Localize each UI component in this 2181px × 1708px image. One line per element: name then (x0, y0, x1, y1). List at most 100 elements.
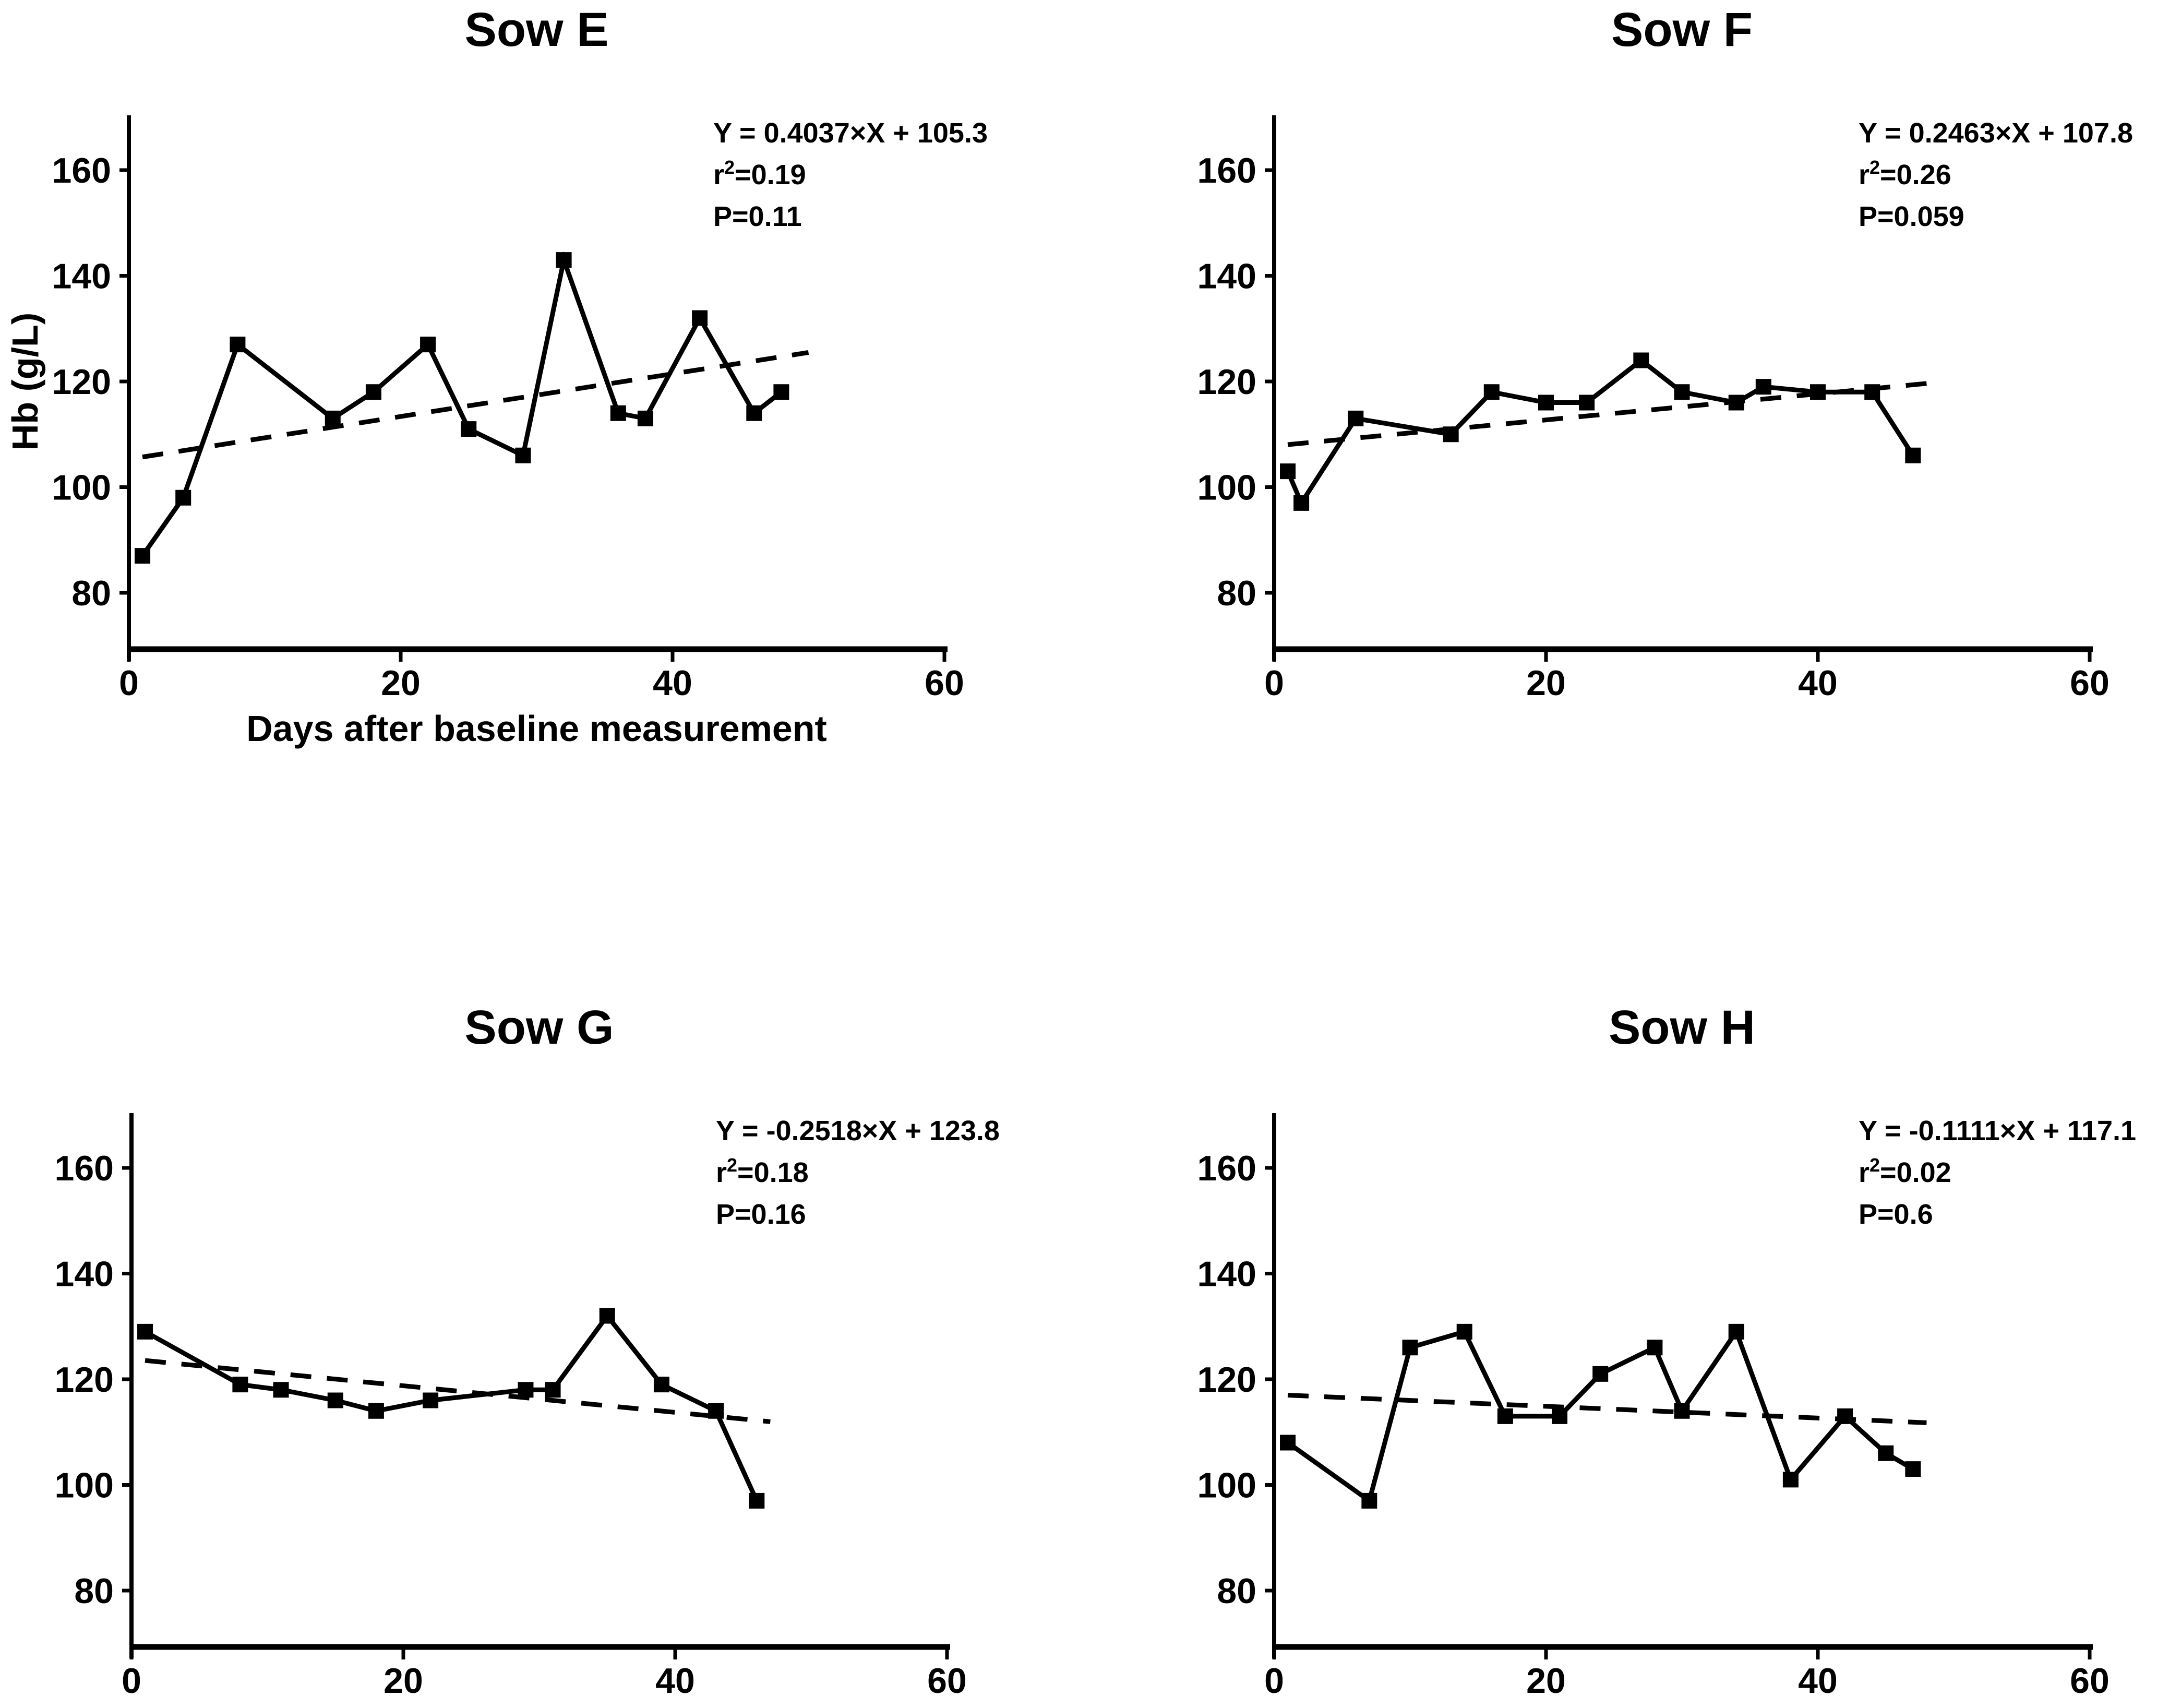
x-tick-label: 40 (1798, 1661, 1838, 1701)
regression-equation: Y = 0.2463×X + 107.8 (1859, 117, 2133, 149)
chart-sow-g: Sow G Y = -0.2518×X + 123.8 r2=0.18 P=0.16 8… (55, 1001, 1000, 1701)
p-value: P=0.059 (1859, 201, 1964, 232)
data-point-marker (1755, 379, 1771, 395)
x-axis-title: Days after baseline measurement (246, 708, 827, 749)
y-tick-label: 160 (1197, 151, 1256, 190)
data-point-marker (637, 410, 653, 426)
data-point-marker (1728, 395, 1744, 411)
x-tick-label: 60 (2070, 663, 2110, 703)
data-point-marker (1905, 1461, 1921, 1477)
data-point-marker (1361, 1492, 1377, 1509)
x-tick-label: 0 (119, 663, 139, 703)
y-axis-title: Hb (g/L) (5, 313, 45, 450)
panel-sow-g: Sow G Y = -0.2518×X + 123.8 r2=0.18 P=0.16 8… (0, 857, 1090, 1708)
data-point-marker (515, 447, 531, 463)
panel-sow-f: Sow F Y = 0.2463×X + 107.8 r2=0.26 P=0.059 8… (1090, 0, 2181, 851)
r-squared-value: r2=0.18 (716, 1154, 809, 1188)
data-point-marker (1483, 384, 1500, 400)
chart-title: Sow H (1609, 1001, 1755, 1054)
data-point-marker (1633, 352, 1649, 368)
data-point-marker (1293, 495, 1310, 511)
x-tick-label: 0 (122, 1661, 141, 1701)
x-tick-label: 60 (2070, 1661, 2110, 1701)
r-squared-value: r2=0.26 (1859, 157, 1951, 190)
data-point-marker (137, 1323, 153, 1340)
data-point-marker (232, 1377, 248, 1393)
p-value: P=0.11 (713, 201, 802, 232)
data-point-marker (556, 252, 572, 268)
data-point-marker (1782, 1472, 1799, 1488)
x-tick-label: 40 (653, 663, 692, 703)
chart-title: Sow E (464, 3, 608, 56)
data-point-marker (1348, 410, 1364, 426)
data-point-marker (1497, 1408, 1513, 1424)
data-point-marker (1864, 384, 1880, 400)
data-point-marker (461, 421, 477, 437)
y-tick-label: 100 (55, 1466, 114, 1506)
y-tick-label: 140 (1197, 1255, 1256, 1294)
data-point-marker (653, 1377, 669, 1393)
x-tick-label: 20 (1526, 663, 1566, 703)
data-series-line (1285, 357, 1915, 508)
data-point-marker (746, 405, 762, 421)
data-point-marker (1837, 1408, 1853, 1424)
y-tick-label: 160 (1197, 1149, 1256, 1188)
data-point-marker (325, 410, 341, 426)
y-tick-label: 80 (1217, 1571, 1256, 1611)
data-point-marker (1443, 426, 1459, 443)
data-point-marker (692, 310, 708, 326)
y-tick-label: 160 (55, 1149, 114, 1188)
x-tick-label: 60 (925, 663, 964, 703)
data-point-marker (749, 1492, 765, 1509)
x-tick-label: 60 (927, 1661, 967, 1701)
data-point-marker (420, 337, 436, 353)
x-tick-label: 0 (1264, 1661, 1284, 1701)
regression-equation: Y = -0.2518×X + 123.8 (716, 1115, 1000, 1146)
y-tick-label: 140 (55, 1255, 114, 1294)
y-tick-label: 140 (52, 257, 111, 296)
trend-line (1287, 1392, 1927, 1425)
chart-sow-e: Sow E Y = 0.4037×X + 105.3 r2=0.19 P=0.11 80… (5, 3, 988, 749)
r-squared-value: r2=0.19 (713, 157, 806, 190)
data-point-marker (1674, 1403, 1690, 1419)
data-point-marker (1878, 1445, 1894, 1461)
data-point-marker (518, 1382, 534, 1398)
chart-title: Sow F (1611, 3, 1753, 56)
data-point-marker (1647, 1340, 1663, 1356)
data-series-line (140, 251, 783, 557)
y-tick-label: 120 (55, 1360, 114, 1400)
data-point-marker (1538, 395, 1554, 411)
data-point-marker (230, 337, 246, 353)
data-point-marker (327, 1392, 343, 1408)
trend-line (145, 1358, 771, 1424)
p-value: P=0.6 (1859, 1199, 1933, 1230)
x-tick-label: 20 (384, 1661, 423, 1701)
data-point-marker (365, 384, 381, 400)
data-point-marker (1674, 384, 1690, 400)
data-point-marker (273, 1382, 289, 1398)
x-tick-label: 40 (1798, 663, 1838, 703)
data-point-marker (610, 405, 626, 421)
data-point-marker (708, 1403, 724, 1419)
data-point-marker (545, 1382, 561, 1398)
data-point-marker (599, 1308, 615, 1324)
data-point-marker (1552, 1408, 1568, 1424)
data-point-marker (1456, 1323, 1472, 1340)
data-point-marker (135, 548, 151, 564)
trend-line (142, 350, 809, 460)
data-point-marker (1728, 1323, 1744, 1340)
y-tick-label: 100 (52, 468, 111, 508)
data-point-marker (423, 1392, 439, 1408)
y-tick-label: 100 (1197, 1466, 1256, 1506)
y-tick-label: 80 (71, 574, 111, 613)
chart-sow-h: Sow H Y = -0.1111×X + 117.1 r2=0.02 P=0.6 80… (1197, 1001, 2137, 1701)
r-squared-value: r2=0.02 (1859, 1154, 1951, 1188)
data-series-line (1286, 1327, 1914, 1505)
y-tick-label: 120 (52, 362, 111, 402)
y-tick-label: 120 (1197, 1360, 1256, 1400)
data-point-marker (1592, 1366, 1609, 1382)
data-point-marker (773, 384, 789, 400)
y-tick-label: 160 (52, 151, 111, 190)
chart-sow-f: Sow F Y = 0.2463×X + 107.8 r2=0.26 P=0.059 8… (1197, 3, 2133, 703)
